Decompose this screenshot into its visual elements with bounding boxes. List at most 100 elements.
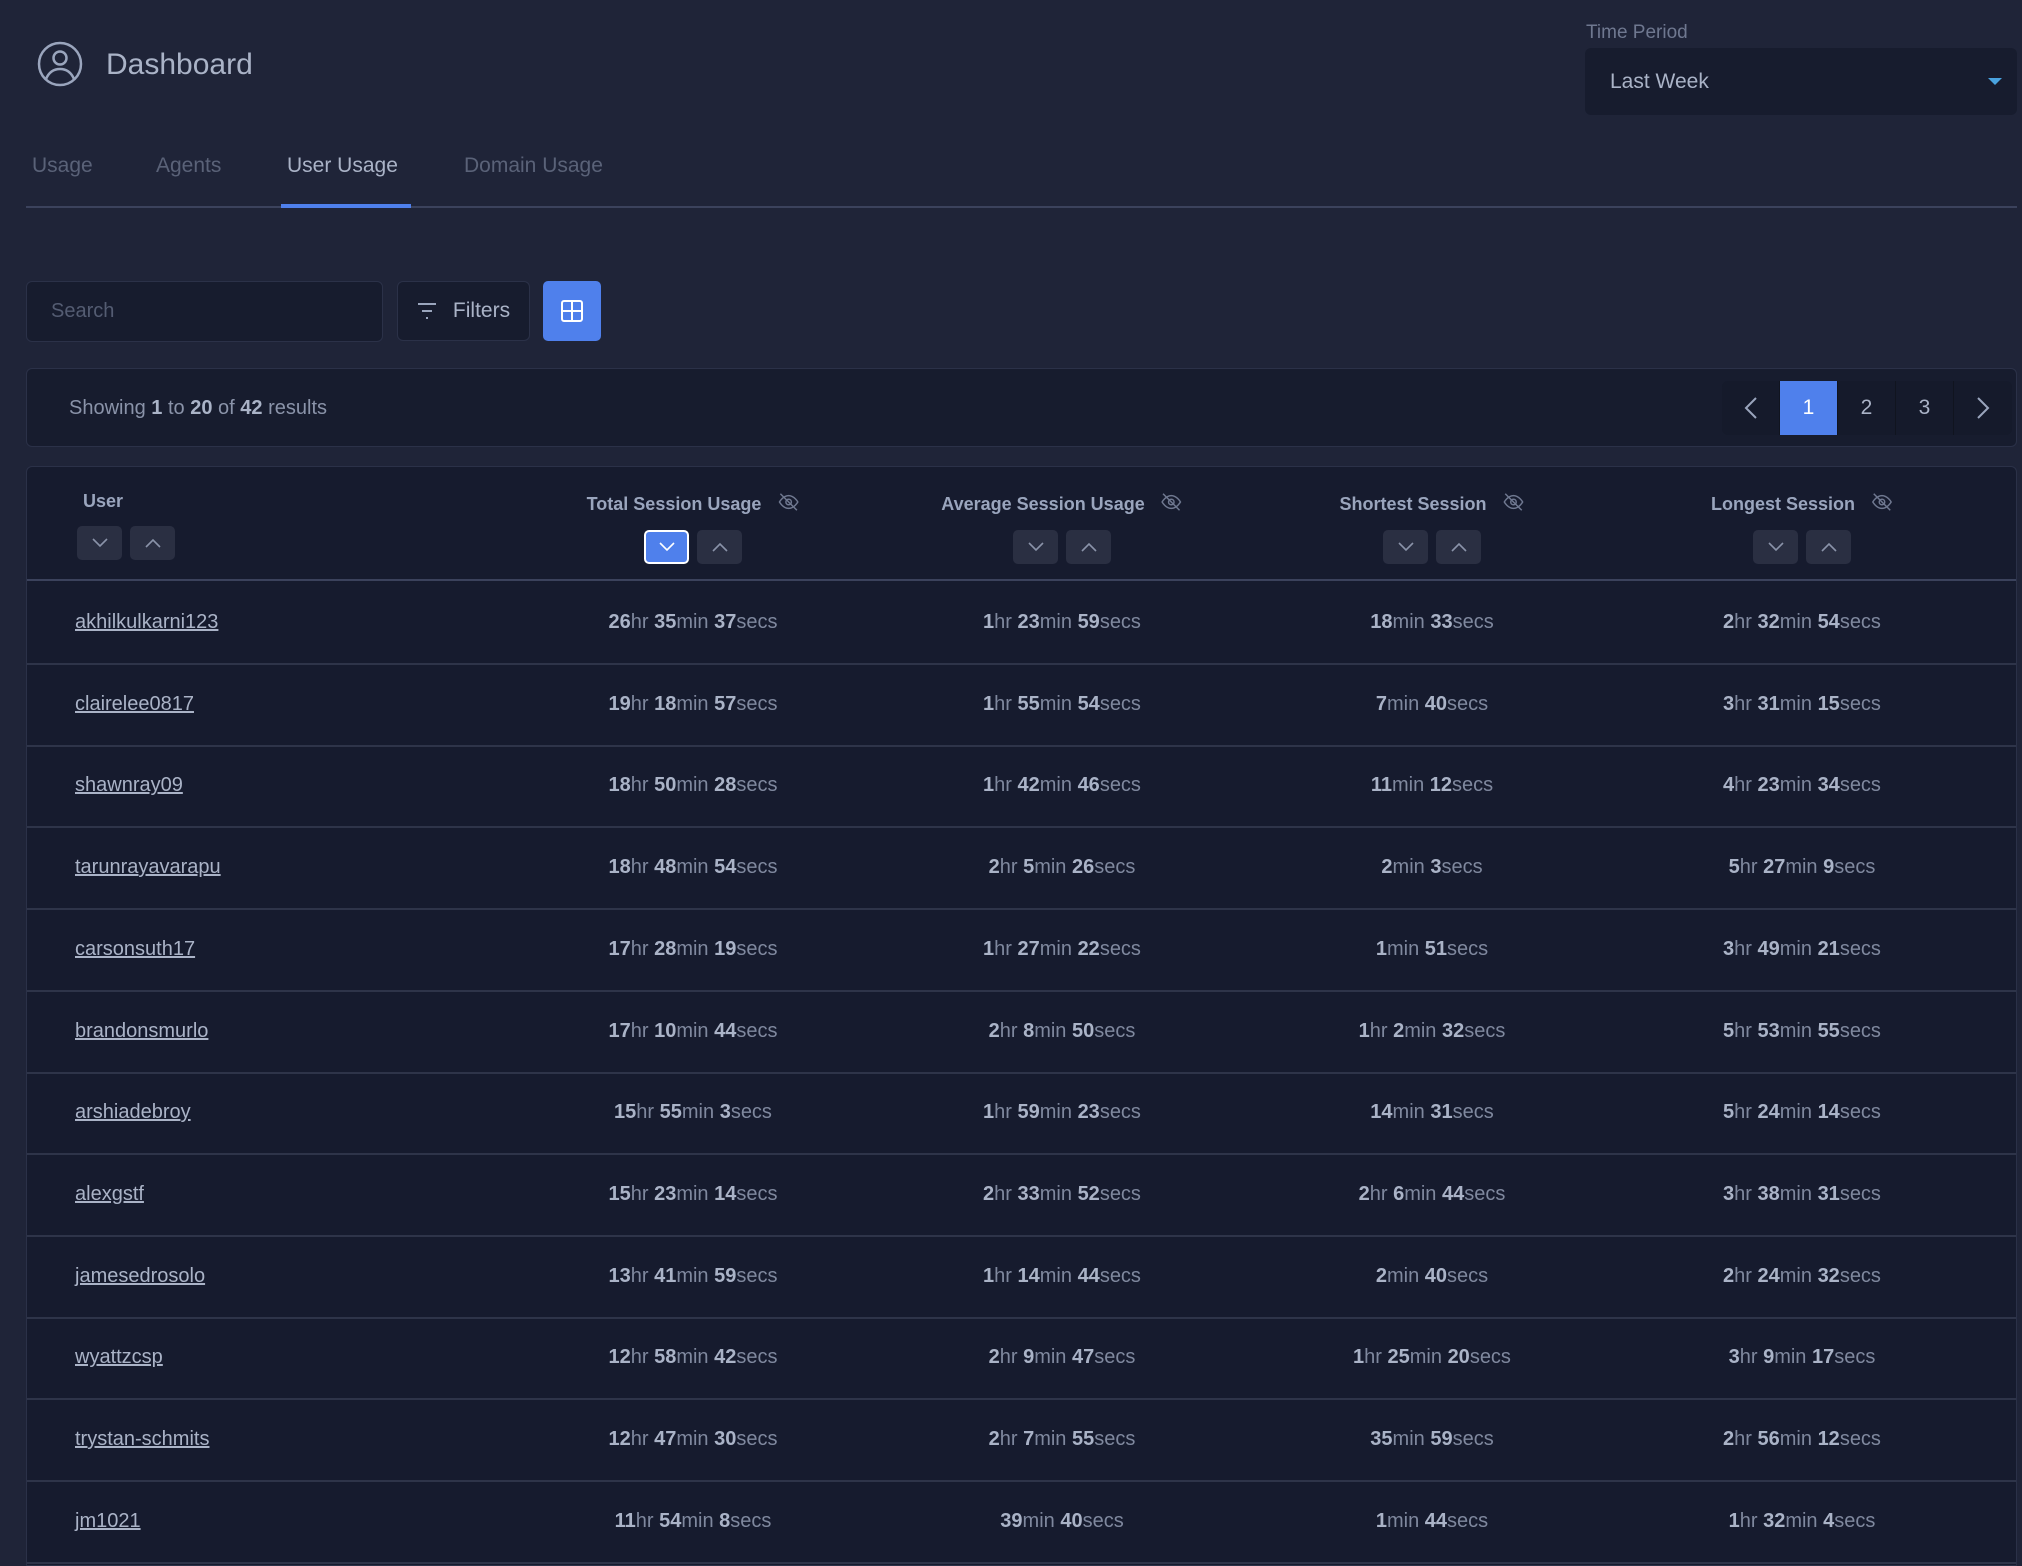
results-bar: Showing 1 to 20 of 42 results 1 2 3 [26, 368, 2017, 447]
duration-cell: 2hr 24min 32secs [1723, 1264, 1881, 1287]
duration-cell: 35min 59secs [1370, 1428, 1494, 1450]
duration-cell: 1hr 25min 20secs [1353, 1346, 1511, 1369]
next-page-button[interactable] [1954, 381, 2012, 435]
user-link[interactable]: clairelee0817 [75, 692, 194, 715]
sort-controls [77, 526, 175, 560]
tab-agents[interactable]: Agents [156, 154, 222, 177]
filters-label: Filters [452, 299, 511, 322]
chevron-down-icon [1027, 542, 1044, 552]
user-link[interactable]: jm1021 [75, 1509, 141, 1532]
duration-cell: 1hr 59min 23secs [983, 1101, 1141, 1124]
sort-descending-button[interactable] [1753, 530, 1798, 564]
duration-cell: 3hr 9min 17secs [1728, 1346, 1876, 1369]
duration-cell: 15hr 23min 14secs [608, 1182, 778, 1205]
duration-cell: 2min 3secs [1381, 856, 1483, 879]
chevron-up-icon [1820, 542, 1837, 552]
sort-controls [1013, 530, 1111, 564]
column-header: Average Session Usage [941, 491, 1182, 518]
table-row: jamesedrosolo 13hr 41min 59secs 1hr 14min … [27, 1237, 2016, 1319]
tab-user-usage[interactable]: User Usage [287, 154, 398, 177]
sort-ascending-button[interactable] [697, 530, 742, 564]
duration-cell: 2hr 32min 54secs [1723, 611, 1881, 633]
duration-cell: 11hr 54min 8secs [614, 1509, 772, 1532]
sort-controls [1753, 530, 1851, 564]
sort-ascending-button[interactable] [1806, 530, 1851, 564]
duration-cell: 5hr 24min 14secs [1723, 1101, 1881, 1124]
tab-domain-usage[interactable]: Domain Usage [464, 154, 603, 177]
hide-column-icon[interactable] [1503, 491, 1525, 518]
table-row: alexgstf 15hr 23min 14secs 2hr 33min 52sec… [27, 1155, 2016, 1237]
duration-cell: 5hr 53min 55secs [1723, 1019, 1881, 1042]
user-link[interactable]: jamesedrosolo [75, 1264, 206, 1287]
sort-ascending-button[interactable] [1066, 530, 1111, 564]
column-label: User [83, 491, 124, 511]
duration-cell: 39min 40secs [1000, 1509, 1124, 1532]
column-label: Average Session Usage [941, 494, 1145, 514]
duration-cell: 1hr 42min 46secs [983, 774, 1141, 797]
duration-cell: 19hr 18min 57secs [608, 692, 778, 715]
chevron-up-icon [711, 542, 728, 552]
hide-column-icon[interactable] [1871, 491, 1893, 518]
duration-cell: 2hr 5min 26secs [988, 856, 1136, 879]
results-summary: Showing 1 to 20 of 42 results [69, 397, 327, 419]
tab-bar: Usage Agents User Usage Domain Usage [26, 140, 2017, 208]
user-link[interactable]: alexgstf [75, 1182, 144, 1205]
duration-cell: 1hr 2min 32secs [1358, 1019, 1506, 1042]
user-link[interactable]: tarunrayavarapu [75, 856, 221, 879]
duration-cell: 1hr 14min 44secs [983, 1264, 1141, 1287]
column-header: Longest Session [1711, 491, 1893, 518]
sort-controls [644, 530, 742, 564]
sort-descending-button[interactable] [77, 526, 122, 560]
user-link[interactable]: brandonsmurlo [75, 1019, 209, 1042]
duration-cell: 14min 31secs [1370, 1101, 1494, 1124]
user-link[interactable]: wyattzcsp [75, 1346, 163, 1369]
search-input[interactable] [26, 281, 383, 342]
table-row: trystan-schmits 12hr 47min 30secs 2hr 7min… [27, 1400, 2016, 1482]
duration-cell: 5hr 27min 9secs [1728, 856, 1876, 879]
user-link[interactable]: carsonsuth17 [75, 937, 196, 960]
table-row: carsonsuth17 17hr 28min 19secs 1hr 27min 2… [27, 910, 2016, 992]
duration-cell: 2min 40secs [1375, 1264, 1489, 1287]
duration-cell: 1hr 27min 22secs [983, 937, 1141, 960]
grid-view-button[interactable] [543, 281, 601, 341]
chevron-down-icon [1767, 542, 1784, 552]
table-row: shawnray09 18hr 50min 28secs 1hr 42min 46s… [27, 746, 2016, 829]
user-link[interactable]: arshiadebroy [75, 1101, 191, 1124]
duration-cell: 1hr 32min 4secs [1728, 1509, 1876, 1532]
duration-cell: 1hr 23min 59secs [983, 611, 1141, 633]
duration-cell: 1hr 55min 54secs [983, 692, 1141, 715]
sort-descending-button[interactable] [1013, 530, 1058, 564]
duration-cell: 2hr 6min 44secs [1358, 1182, 1506, 1205]
page-3-button[interactable]: 3 [1896, 381, 1954, 435]
tab-usage[interactable]: Usage [32, 154, 93, 177]
table-row: tarunrayavarapu 18hr 48min 54secs 2hr 5min… [27, 828, 2016, 911]
page-1-button[interactable]: 1 [1780, 381, 1838, 435]
caret-down-icon [1988, 78, 2002, 85]
column-header: Shortest Session [1339, 491, 1524, 518]
sort-ascending-button[interactable] [130, 526, 175, 560]
filters-button[interactable]: Filters [397, 281, 530, 341]
sort-descending-button[interactable] [644, 530, 689, 564]
column-header: User [83, 491, 123, 512]
time-period-select[interactable]: Last Week [1585, 48, 2017, 115]
sort-descending-button[interactable] [1383, 530, 1428, 564]
pagination: 1 2 3 [1722, 381, 2012, 435]
user-link[interactable]: shawnray09 [75, 774, 183, 797]
prev-page-button[interactable] [1722, 381, 1780, 435]
hide-column-icon[interactable] [1161, 491, 1183, 518]
user-circle-icon [37, 41, 83, 87]
sort-controls [1383, 530, 1481, 564]
duration-cell: 3hr 38min 31secs [1723, 1182, 1881, 1205]
duration-cell: 4hr 23min 34secs [1723, 774, 1881, 797]
page-2-button[interactable]: 2 [1838, 381, 1896, 435]
hide-column-icon[interactable] [777, 491, 799, 518]
duration-cell: 12hr 58min 42secs [608, 1346, 778, 1369]
user-link[interactable]: trystan-schmits [75, 1428, 210, 1450]
duration-cell: 15hr 55min 3secs [614, 1101, 772, 1124]
duration-cell: 11min 12secs [1370, 774, 1494, 797]
sort-ascending-button[interactable] [1436, 530, 1481, 564]
user-link[interactable]: akhilkulkarni123 [75, 611, 219, 633]
duration-cell: 26hr 35min 37secs [608, 611, 778, 633]
duration-cell: 17hr 10min 44secs [608, 1019, 778, 1042]
page-title: Dashboard [106, 48, 253, 81]
